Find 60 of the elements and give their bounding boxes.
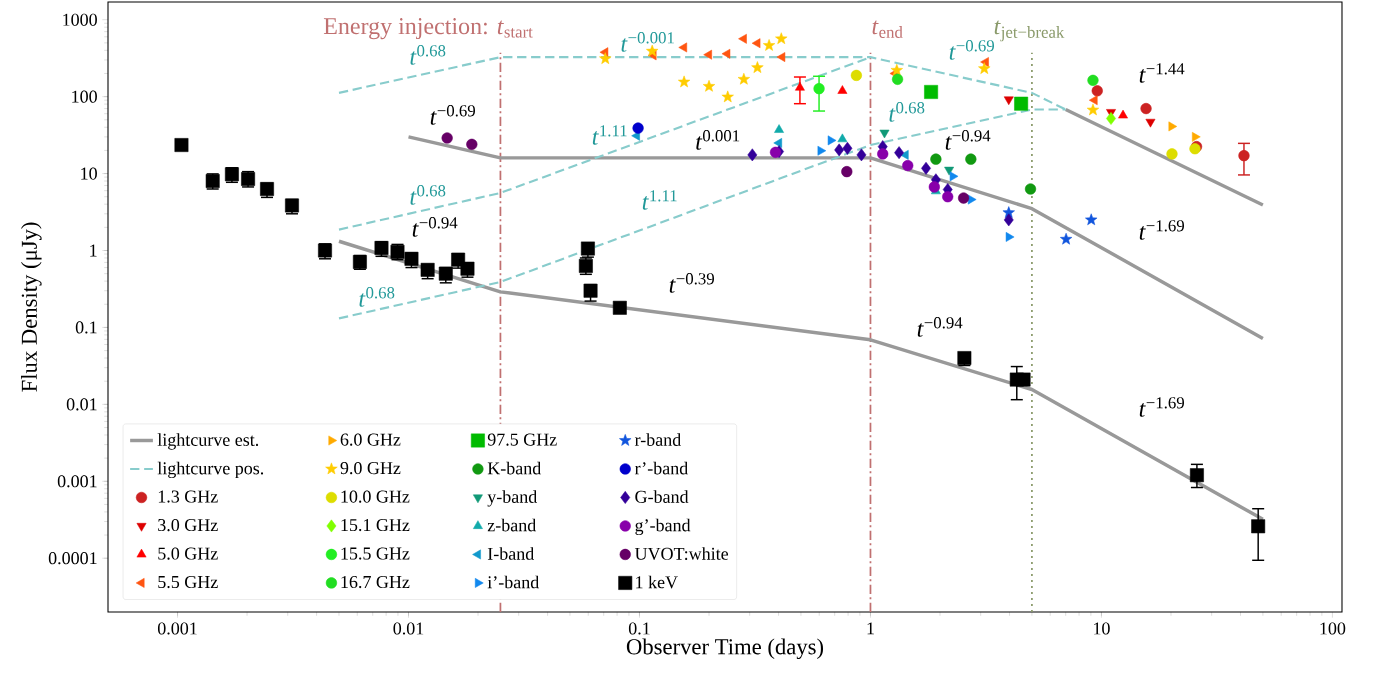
annotation: t$^{−0.69}$	[430, 105, 475, 125]
legend-label: 15.5 GHz	[341, 547, 410, 560]
x-tick-label: 1	[867, 622, 874, 635]
legend-label: 97.5 GHz	[487, 433, 557, 446]
annotation: t$^{0.68}$	[410, 185, 446, 205]
annotation: t$^{−0.001}$	[621, 32, 674, 52]
legend-label: r-band	[634, 433, 681, 446]
annotation: t$^{−1.44}$	[1139, 63, 1185, 83]
legend-label: 5.5 GHz	[158, 575, 218, 589]
ref-line-label: t$_{end}$	[872, 20, 903, 38]
legend-label: 1.3 GHz	[158, 490, 218, 503]
annotation: t$^{−0.69}$	[949, 40, 994, 60]
legend-label: K-band	[487, 461, 542, 475]
x-tick-label: 0.1	[628, 622, 650, 635]
y-tick-label: 0.1	[75, 321, 97, 334]
legend-label: 1 keV	[636, 575, 678, 589]
x-axis-title: Observer Time (days)	[626, 638, 824, 660]
y-tick-label: 0.01	[66, 398, 97, 411]
annotation: t$^{1.11}$	[642, 190, 677, 210]
legend-label: lightcurve pos.	[157, 461, 264, 479]
y-tick-label: 0.001	[57, 475, 97, 488]
legend-label: g’-band	[635, 518, 691, 536]
legend-label: G-band	[635, 490, 689, 503]
legend-label: UVOT:white	[634, 547, 729, 560]
legend-label: I-band	[487, 547, 535, 560]
annotation: t$^{0.68}$	[359, 287, 395, 307]
legend-label: r’-band	[634, 461, 688, 475]
y-axis-title: Flux Density (μJy)	[20, 222, 42, 392]
annotation: t$^{0.001}$	[696, 130, 740, 150]
y-tick-label: 100	[72, 90, 97, 103]
legend-label: 10.0 GHz	[341, 490, 410, 503]
ref-line-label: Energy injection: t$_{start}$	[323, 18, 533, 40]
x-tick-label: 10	[1094, 622, 1110, 635]
legend-label: 9.0 GHz	[340, 461, 401, 475]
annotation: t$^{0.68}$	[889, 102, 925, 122]
legend-label: y-band	[487, 490, 538, 507]
legend-label: i’-band	[487, 575, 540, 589]
annotation: t$^{−0.39}$	[669, 273, 714, 293]
annotation: t$^{−0.94}$	[945, 130, 991, 150]
annotation: t$^{−0.94}$	[412, 217, 458, 237]
x-tick-label: 100	[1320, 622, 1346, 635]
legend-label: 3.0 GHz	[158, 518, 218, 532]
legend-label: 6.0 GHz	[340, 433, 401, 446]
x-tick-label: 0.001	[157, 622, 197, 635]
annotation: t$^{1.11}$	[592, 125, 627, 145]
y-tick-label: 10	[81, 167, 97, 180]
y-tick-label: 1000	[63, 13, 97, 26]
x-tick-label: 0.01	[393, 622, 424, 635]
annotation: t$^{−0.94}$	[917, 317, 963, 337]
legend-label: 5.0 GHz	[158, 547, 218, 560]
y-tick-label: 1	[90, 244, 97, 257]
legend-label: 16.7 GHz	[341, 575, 410, 589]
legend-label: z-band	[487, 518, 537, 532]
legend-label: lightcurve est.	[157, 433, 259, 450]
y-tick-label: 0.0001	[48, 552, 97, 565]
legend-label: 15.1 GHz	[341, 519, 410, 532]
annotation: t$^{−1.69}$	[1139, 397, 1184, 417]
annotation: t$^{0.68}$	[410, 45, 446, 65]
ref-line-label: t$_{jet−break}$	[994, 20, 1065, 42]
annotation: t$^{−1.69}$	[1139, 220, 1184, 240]
